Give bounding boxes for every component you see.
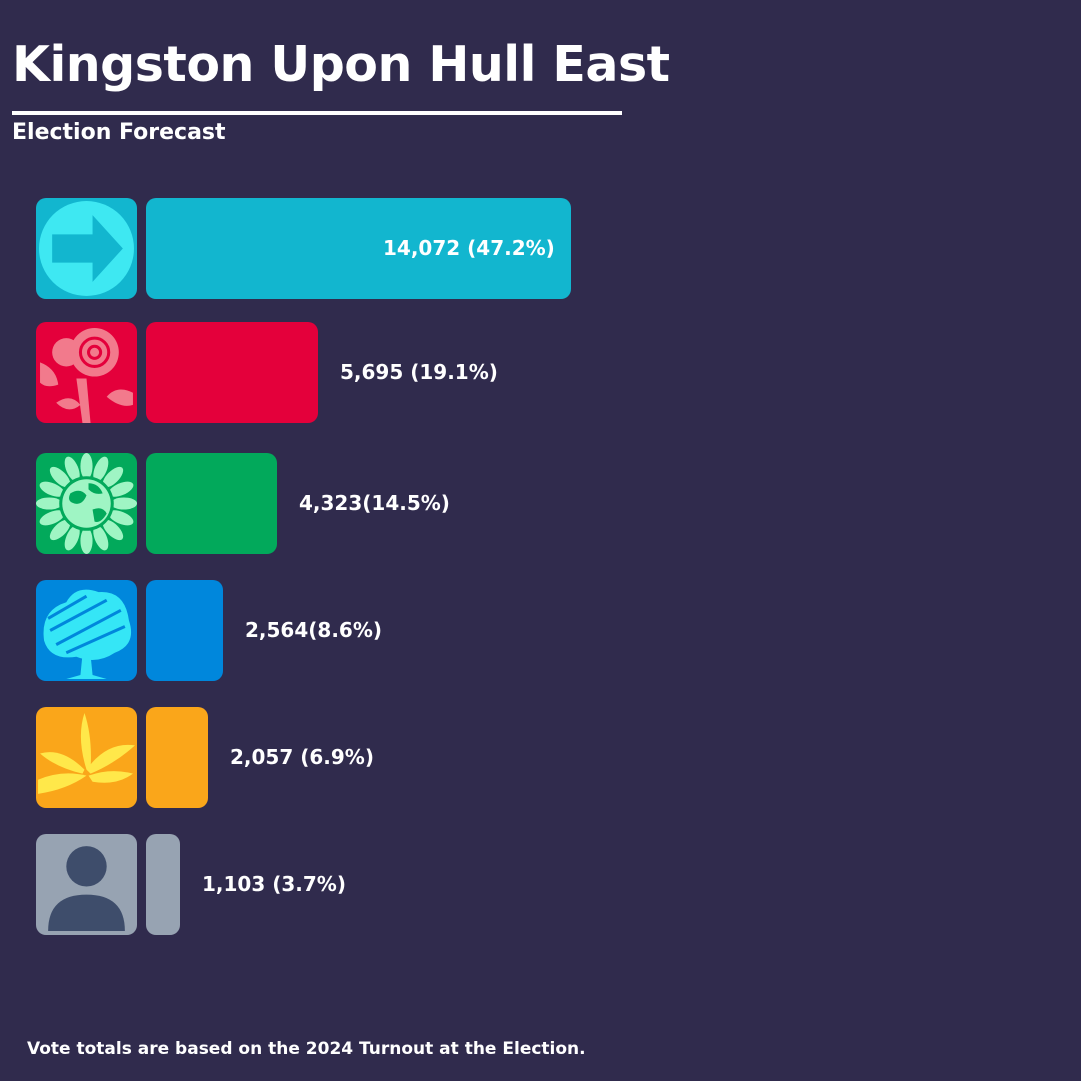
page-subtitle: Election Forecast (12, 120, 226, 145)
bar-value-label: 5,695 (19.1%) (340, 360, 498, 384)
bar-green (146, 453, 277, 554)
bar-conservative (146, 580, 223, 681)
labour-rose-icon (36, 322, 137, 423)
bar-value-label: 2,564(8.6%) (245, 618, 383, 642)
green-globe-icon (36, 453, 137, 554)
bar-value-label: 14,072 (47.2%) (383, 236, 555, 260)
page-title: Kingston Upon Hull East (12, 36, 670, 93)
bar-other (146, 834, 180, 935)
person-icon (36, 834, 137, 935)
bar-reform-uk (146, 198, 571, 299)
libdem-bird-icon (36, 707, 137, 808)
footer-note: Vote totals are based on the 2024 Turnou… (27, 1039, 586, 1059)
bar-liberal-democrats (146, 707, 208, 808)
bar-labour (146, 322, 318, 423)
bar-value-label: 2,057 (6.9%) (230, 745, 374, 769)
title-underline (12, 111, 622, 115)
bar-value-label: 4,323(14.5%) (299, 491, 450, 515)
bar-value-label: 1,103 (3.7%) (202, 872, 346, 896)
conservative-tree-icon (36, 580, 137, 681)
reform-arrow-icon (36, 198, 137, 299)
